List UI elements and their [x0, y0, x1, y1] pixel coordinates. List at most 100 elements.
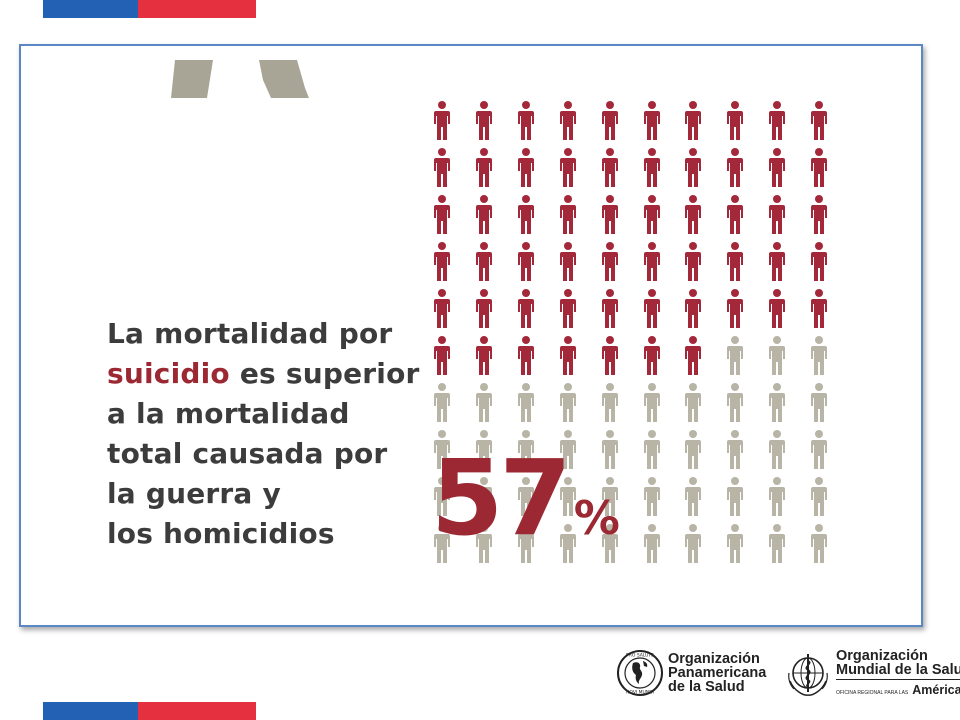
headline-line-5: la guerra y [107, 477, 281, 510]
person-icon [473, 429, 495, 473]
person-icon [599, 147, 621, 191]
person-icon [515, 476, 537, 520]
headline-line-2: suicidio es superior [107, 354, 427, 394]
flag-blue-stripe [43, 702, 138, 720]
person-icon [808, 194, 830, 238]
person-icon [557, 100, 579, 144]
headline-accent-word: suicidio [107, 357, 230, 390]
svg-text:NOVI MUNDI: NOVI MUNDI [626, 690, 654, 696]
person-icon [473, 147, 495, 191]
person-icon [808, 288, 830, 332]
person-icon [515, 382, 537, 426]
person-icon [724, 194, 746, 238]
person-icon [682, 523, 704, 567]
person-icon [808, 147, 830, 191]
person-icon [599, 194, 621, 238]
person-icon [766, 335, 788, 379]
person-icon [557, 335, 579, 379]
person-icon [766, 382, 788, 426]
person-icon [557, 288, 579, 332]
ops-emblem-icon: PRO SALUTE NOVI MUNDI [617, 650, 663, 696]
person-icon [724, 335, 746, 379]
person-icon [808, 100, 830, 144]
percent-label: 57% [431, 446, 620, 550]
person-icon [515, 523, 537, 567]
person-icon [599, 100, 621, 144]
person-icon [431, 335, 453, 379]
person-icon [641, 335, 663, 379]
person-icon [682, 241, 704, 285]
ops-line-2: Panamericana [668, 665, 767, 681]
oms-subline: OFICINA REGIONAL PARA LAS Américas [836, 683, 960, 700]
person-icon [599, 288, 621, 332]
headline-line-1: La mortalidad por [107, 317, 393, 350]
ops-logo: PRO SALUTE NOVI MUNDI Organización Panam… [616, 649, 766, 697]
person-icon [599, 335, 621, 379]
person-icon [431, 429, 453, 473]
person-icon [431, 100, 453, 144]
person-icon [431, 147, 453, 191]
person-icon [808, 429, 830, 473]
oms-emblem-icon [788, 653, 828, 696]
person-icon [515, 429, 537, 473]
person-icon [473, 100, 495, 144]
svg-text:PRO SALUTE: PRO SALUTE [626, 653, 654, 659]
person-icon [682, 194, 704, 238]
person-icon [724, 382, 746, 426]
person-icon [641, 100, 663, 144]
percent-sign: % [573, 491, 620, 545]
person-icon [515, 147, 537, 191]
person-icon [431, 382, 453, 426]
percent-value: 57 [431, 437, 572, 559]
person-icon [724, 147, 746, 191]
oms-line-1: Organización [836, 648, 928, 664]
person-icon [724, 523, 746, 567]
person-icon [473, 241, 495, 285]
person-icon [808, 335, 830, 379]
person-icon [557, 523, 579, 567]
headline-line-6: los homicidios [107, 517, 335, 550]
person-icon [766, 241, 788, 285]
infographic-image: La mortalidad por suicidio es superior a… [19, 44, 923, 627]
person-icon [599, 382, 621, 426]
person-icon [808, 241, 830, 285]
person-icon [473, 382, 495, 426]
person-icon [599, 241, 621, 285]
person-icon [473, 194, 495, 238]
person-icon [682, 476, 704, 520]
cropped-figure-legs [171, 60, 309, 98]
person-icon [557, 382, 579, 426]
person-icon [431, 523, 453, 567]
ops-logo-text: Organización Panamericana de la Salud [668, 652, 767, 695]
person-icon [515, 241, 537, 285]
person-icon [641, 429, 663, 473]
person-icon [641, 382, 663, 426]
person-icon [431, 194, 453, 238]
person-icon [808, 382, 830, 426]
flag-red-stripe [138, 702, 256, 720]
oms-line-2: Mundial de la Salud [836, 663, 960, 680]
person-icon [641, 241, 663, 285]
person-icon [515, 335, 537, 379]
flag-blue-stripe [43, 0, 138, 18]
person-icon [808, 523, 830, 567]
person-icon [724, 476, 746, 520]
person-icon [557, 194, 579, 238]
person-icon [641, 147, 663, 191]
person-icon [641, 476, 663, 520]
person-icon [557, 429, 579, 473]
person-icon [724, 241, 746, 285]
person-icon [473, 288, 495, 332]
flag-bar-top [43, 0, 256, 18]
person-icon [766, 429, 788, 473]
person-icon [641, 523, 663, 567]
person-icon [766, 288, 788, 332]
person-icon [766, 100, 788, 144]
person-icon [766, 523, 788, 567]
person-icon [766, 476, 788, 520]
person-icon [682, 147, 704, 191]
person-icon [599, 429, 621, 473]
person-icon [766, 147, 788, 191]
person-icon [724, 288, 746, 332]
